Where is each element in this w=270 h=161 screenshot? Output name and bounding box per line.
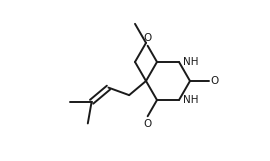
Text: O: O xyxy=(144,119,152,129)
Text: O: O xyxy=(211,76,219,86)
Text: NH: NH xyxy=(183,57,198,67)
Text: O: O xyxy=(144,33,152,43)
Text: NH: NH xyxy=(183,95,198,105)
